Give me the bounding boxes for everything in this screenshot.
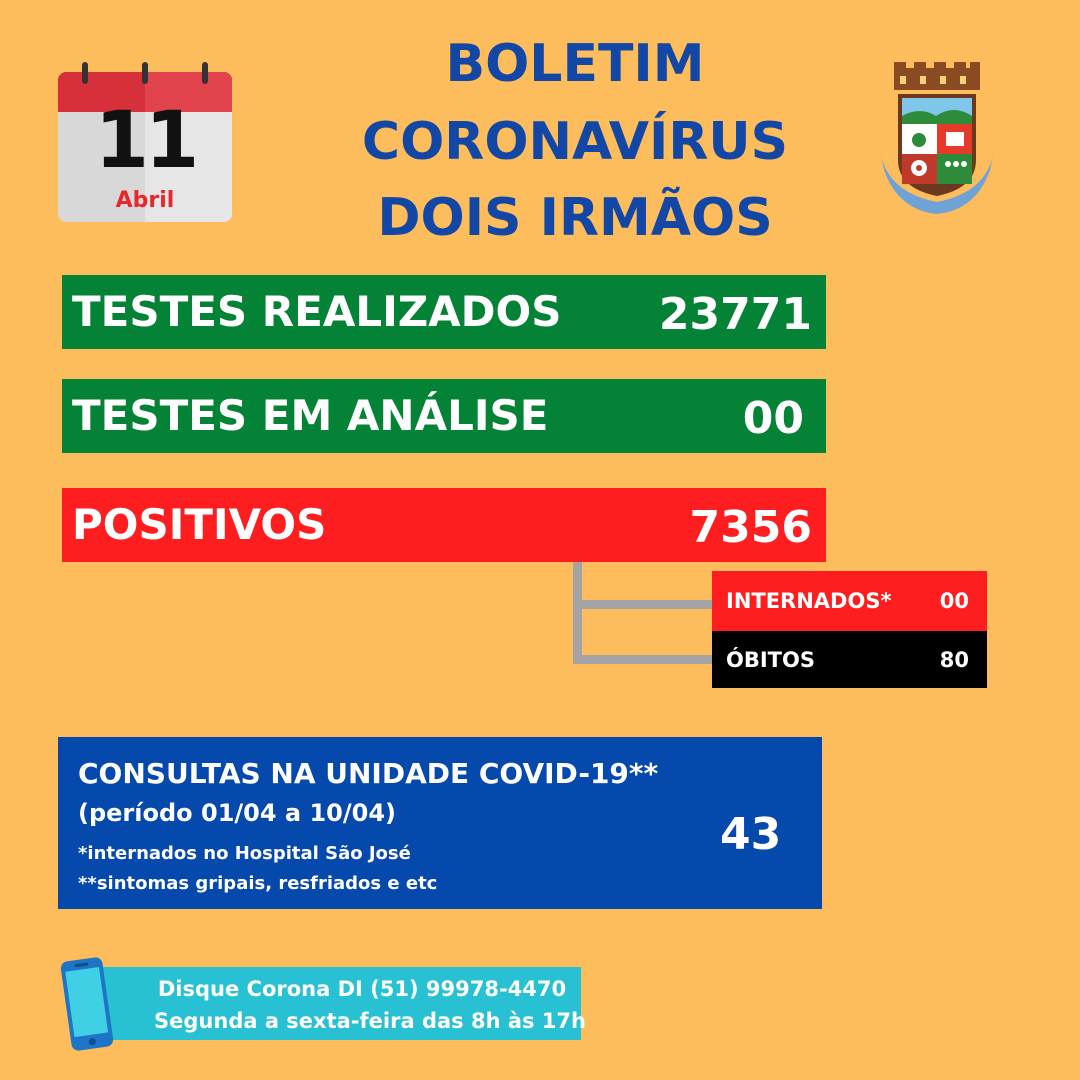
- contact-box: Disque Corona DI (51) 99978-4470 Segunda…: [82, 967, 586, 1040]
- testes-realizados-bar: TESTES REALIZADOS 23771: [62, 275, 826, 349]
- consultas-heading: CONSULTAS NA UNIDADE COVID-19**: [78, 757, 659, 790]
- contact-hours-line: Segunda a sexta-feira das 8h às 17h: [154, 1009, 586, 1033]
- title-line-3: DOIS IRMÃOS: [377, 188, 773, 248]
- testes-realizados-value: 23771: [658, 289, 812, 340]
- positivos-value: 7356: [689, 502, 812, 553]
- obitos-box: ÓBITOS 80: [712, 631, 987, 688]
- positivos-bar: POSITIVOS 7356: [62, 488, 826, 562]
- connector-obitos: [573, 655, 712, 664]
- testes-realizados-label: TESTES REALIZADOS: [72, 287, 562, 336]
- testes-em-analise-bar: TESTES EM ANÁLISE 00: [62, 379, 826, 453]
- consultas-box: CONSULTAS NA UNIDADE COVID-19** (período…: [58, 737, 822, 909]
- connector-internados: [573, 600, 712, 609]
- calendar-day: 11: [94, 96, 200, 186]
- testes-em-analise-value: 00: [742, 393, 804, 444]
- internados-value: 00: [939, 589, 969, 613]
- calendar-month: Abril: [115, 188, 175, 213]
- title-line-1: BOLETIM: [445, 34, 705, 94]
- consultas-period: (período 01/04 a 10/04): [78, 799, 396, 827]
- internados-box: INTERNADOS* 00: [712, 571, 987, 631]
- footnote-internados: *internados no Hospital São José: [78, 843, 411, 864]
- testes-em-analise-label: TESTES EM ANÁLISE: [72, 391, 549, 440]
- phone-icon: [60, 957, 114, 1051]
- obitos-label: ÓBITOS: [726, 648, 815, 672]
- connector-vertical: [573, 562, 582, 664]
- footnote-sintomas: **sintomas gripais, resfriados e etc: [78, 873, 438, 894]
- obitos-value: 80: [939, 648, 969, 672]
- internados-label: INTERNADOS*: [726, 589, 892, 613]
- coat-of-arms-icon: [880, 62, 994, 214]
- positivos-label: POSITIVOS: [72, 500, 327, 549]
- contact-phone-line: Disque Corona DI (51) 99978-4470: [157, 977, 567, 1001]
- consultas-value: 43: [720, 809, 782, 860]
- calendar-icon: 11 Abril: [58, 62, 232, 222]
- title-line-2: CORONAVÍRUS: [361, 112, 789, 172]
